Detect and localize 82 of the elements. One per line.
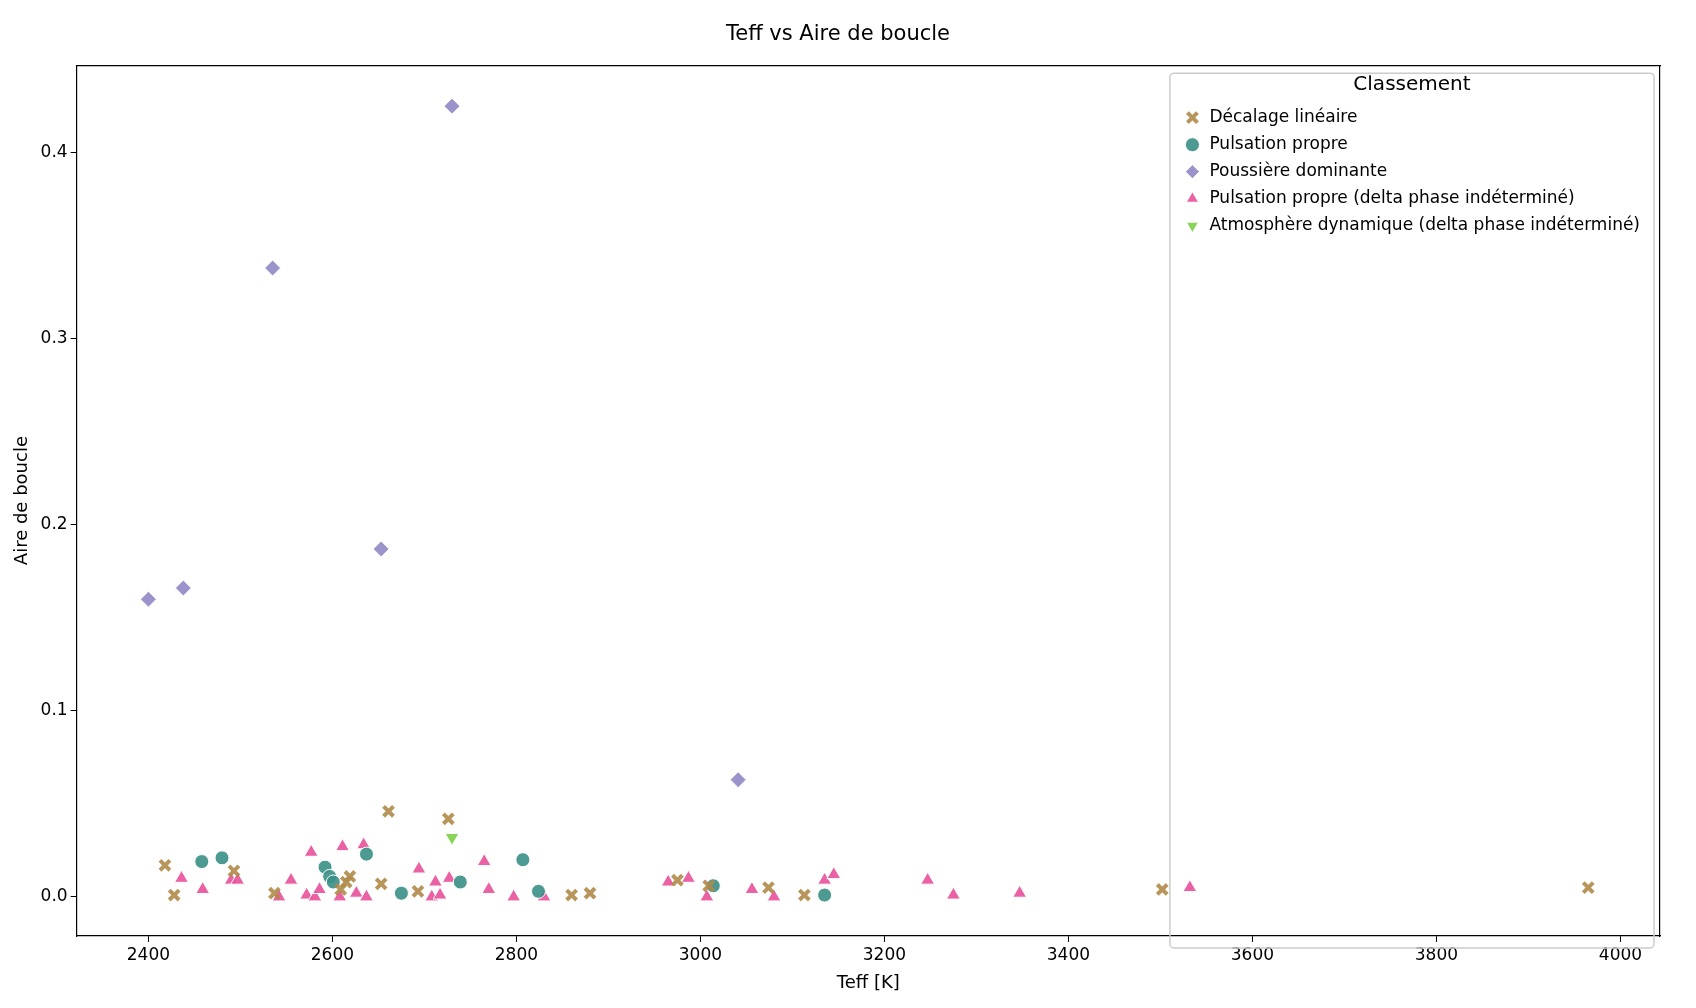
point	[1155, 882, 1170, 897]
x-tick-label: 3800	[1414, 943, 1459, 964]
x-tick-label: 3600	[1230, 943, 1275, 964]
point	[670, 873, 685, 888]
point	[564, 888, 579, 903]
point	[230, 871, 246, 885]
point	[1581, 880, 1596, 895]
point	[174, 869, 189, 883]
point	[701, 878, 716, 893]
point	[139, 590, 157, 608]
point	[744, 880, 760, 894]
point	[660, 873, 676, 887]
legend-title: Classement	[1353, 71, 1471, 96]
point	[393, 885, 409, 901]
point	[515, 852, 531, 868]
point	[441, 869, 457, 883]
point	[441, 811, 456, 826]
point	[214, 850, 230, 866]
legend-label: Pulsation propre (delta phase indéterminé)	[1209, 187, 1575, 208]
point	[920, 871, 936, 885]
point	[699, 888, 715, 902]
y-axis-title: Aire de boucle	[10, 436, 32, 566]
point	[411, 860, 427, 874]
point	[167, 888, 182, 903]
point	[506, 888, 522, 902]
chart-title: Teff vs Aire de boucle	[724, 21, 951, 46]
point	[583, 886, 597, 901]
point	[348, 884, 364, 898]
point	[766, 888, 782, 902]
point	[325, 874, 341, 890]
legend-label: Pulsation propre	[1209, 133, 1348, 154]
point	[411, 884, 425, 899]
point	[372, 540, 390, 558]
point	[195, 880, 211, 894]
point	[227, 863, 241, 878]
y-tick-label: 0.2	[40, 513, 68, 534]
point	[194, 854, 210, 870]
point	[452, 874, 468, 890]
point	[428, 873, 443, 887]
point	[312, 880, 327, 894]
x-axis-title: Teff [K]	[835, 970, 900, 992]
point	[826, 866, 842, 880]
point	[797, 888, 812, 903]
point	[432, 886, 448, 900]
legend-label: Atmosphère dynamique (delta phase indéterminé)	[1209, 214, 1640, 235]
point	[264, 259, 282, 277]
point	[817, 871, 833, 885]
point	[481, 880, 497, 894]
x-tick-label: 2800	[494, 943, 539, 964]
point	[729, 771, 747, 789]
point	[359, 888, 374, 902]
legend-label: Décalage linéaire	[1209, 106, 1358, 127]
point	[283, 871, 299, 885]
point	[761, 880, 776, 895]
point	[476, 853, 492, 867]
x-tick-label: 3000	[678, 943, 723, 964]
point	[1012, 884, 1028, 898]
point	[358, 846, 374, 862]
x-tick-label: 2400	[126, 943, 171, 964]
point	[267, 886, 282, 901]
legend-label: Poussière dominante	[1209, 160, 1388, 181]
point	[945, 886, 961, 900]
point	[158, 858, 172, 873]
point	[374, 876, 389, 891]
point	[1182, 879, 1198, 893]
point	[333, 882, 348, 897]
x-tick-label: 2600	[310, 943, 355, 964]
x-tick-label: 3400	[1046, 943, 1091, 964]
y-tick-label: 0.4	[40, 141, 68, 162]
point	[303, 843, 319, 857]
y-tick-label: 0.0	[40, 885, 68, 906]
point	[443, 97, 461, 115]
y-tick-label: 0.1	[40, 699, 68, 720]
point	[530, 883, 546, 899]
point	[335, 838, 350, 852]
x-tick-label: 4000	[1598, 943, 1643, 964]
point	[681, 869, 696, 883]
y-tick-label: 0.3	[40, 327, 68, 348]
point	[381, 804, 396, 819]
point	[817, 887, 833, 903]
x-tick-label: 3200	[862, 943, 907, 964]
point	[174, 579, 192, 597]
